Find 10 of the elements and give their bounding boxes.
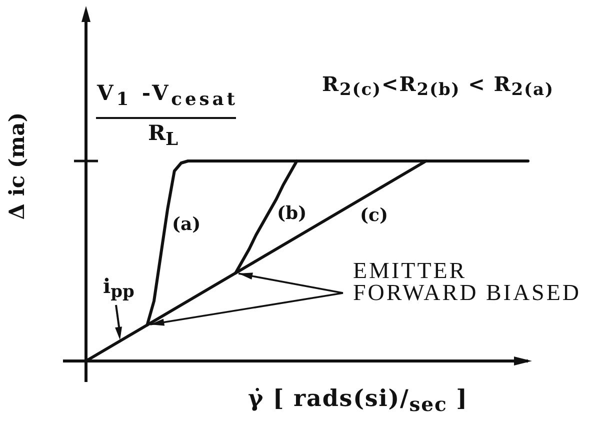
series-label: (b) (277, 203, 307, 224)
text: R$_{2(c)}$<R$_{2(b)}$ < R$_{2(a)}$ (322, 72, 553, 100)
x-axis-title: γ̇ [ rads(si)/$_{sec}$ ] (248, 385, 467, 416)
y-axis-title: Δ ic (ma) (4, 112, 29, 220)
annotation: i$_{pp}$ (103, 274, 134, 302)
text: V$_{1}$ -V$_{cesat}$ (96, 80, 236, 110)
annotation: EMITTER FORWARD BIASED (353, 258, 582, 305)
series-label: (c) (360, 205, 388, 226)
text: R$_{L}$ (148, 120, 178, 150)
series-label: (a) (172, 214, 201, 235)
